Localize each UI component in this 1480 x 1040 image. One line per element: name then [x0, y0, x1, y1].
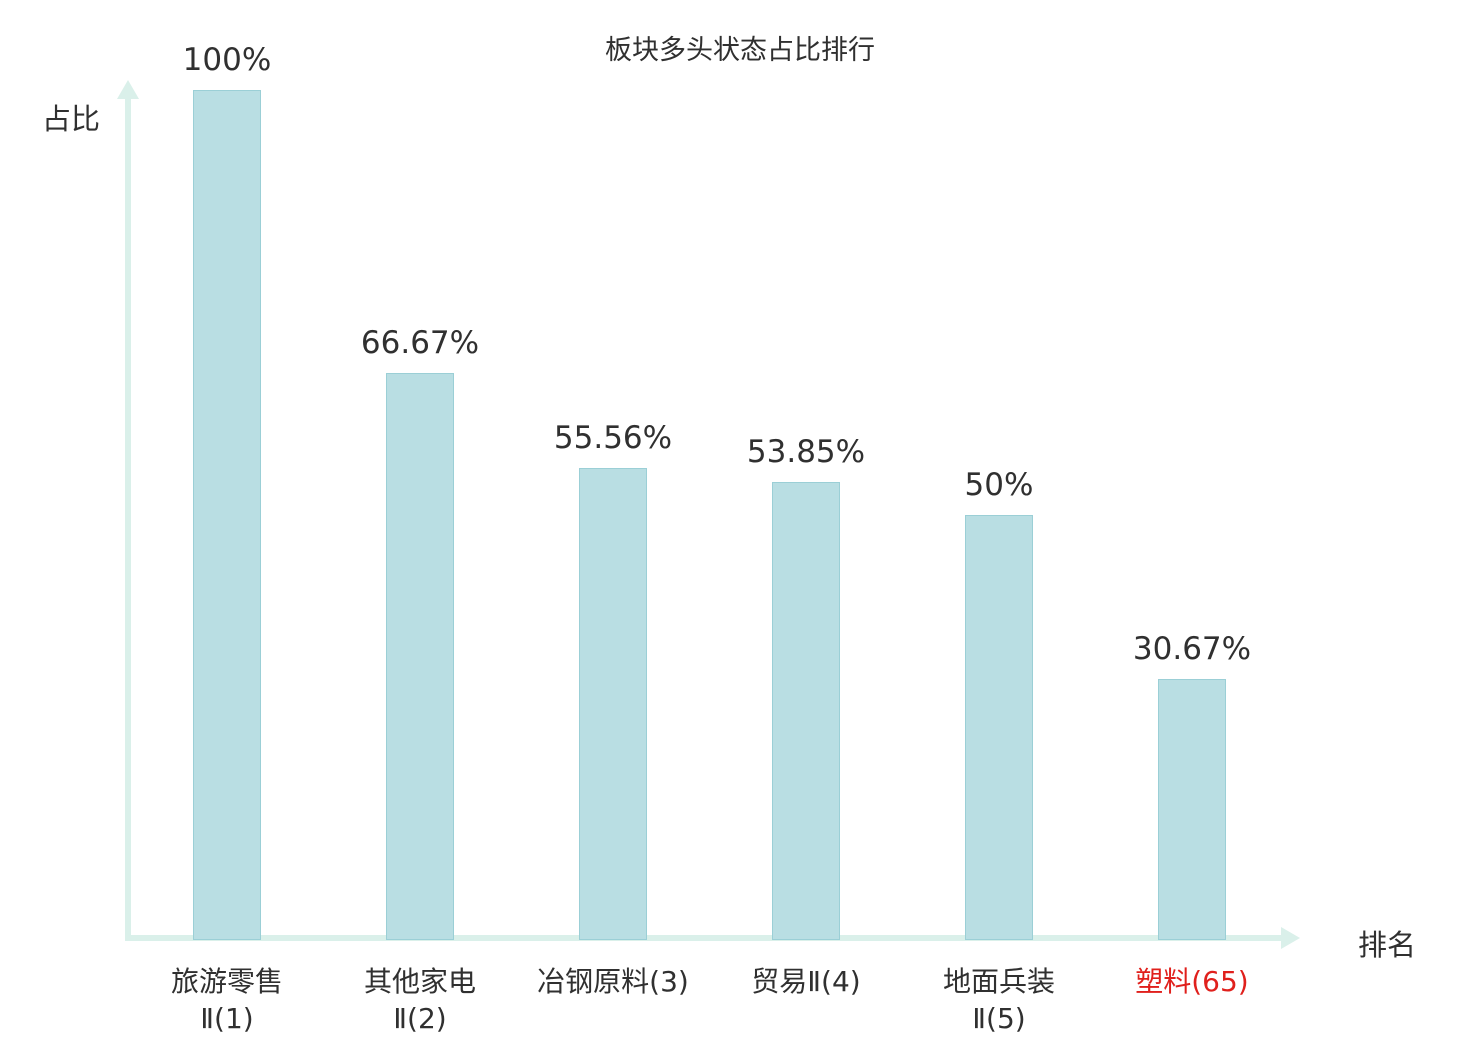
bar	[772, 482, 840, 940]
bar-value-label: 53.85%	[746, 434, 866, 470]
category-label: 塑料(65)	[1135, 965, 1249, 998]
category-label: 旅游零售 Ⅱ(1)	[170, 965, 284, 1035]
category-label: 地面兵装 Ⅱ(5)	[942, 965, 1056, 1035]
bar-value-label: 55.56%	[553, 420, 673, 456]
bar-value-label: 30.67%	[1132, 631, 1252, 667]
bar-value-label: 50%	[964, 467, 1034, 503]
x-axis-line	[125, 935, 1283, 941]
category-label: 贸易Ⅱ(4)	[751, 965, 861, 998]
x-axis-label: 排名	[1358, 928, 1417, 962]
bar	[579, 468, 647, 940]
bar	[1158, 679, 1226, 940]
x-axis-arrow-icon	[1281, 927, 1300, 949]
bar-value-label: 66.67%	[360, 325, 480, 361]
bar	[386, 373, 454, 940]
y-axis-label: 占比	[42, 102, 101, 136]
y-axis-arrow-icon	[117, 80, 139, 99]
bar-value-label: 100%	[182, 42, 272, 78]
chart-title: 板块多头状态占比排行	[605, 35, 875, 66]
y-axis-line	[125, 96, 131, 940]
category-label: 冶钢原料(3)	[537, 965, 689, 998]
bar	[193, 90, 261, 940]
bar	[965, 515, 1033, 940]
category-label: 其他家电 Ⅱ(2)	[363, 965, 477, 1035]
